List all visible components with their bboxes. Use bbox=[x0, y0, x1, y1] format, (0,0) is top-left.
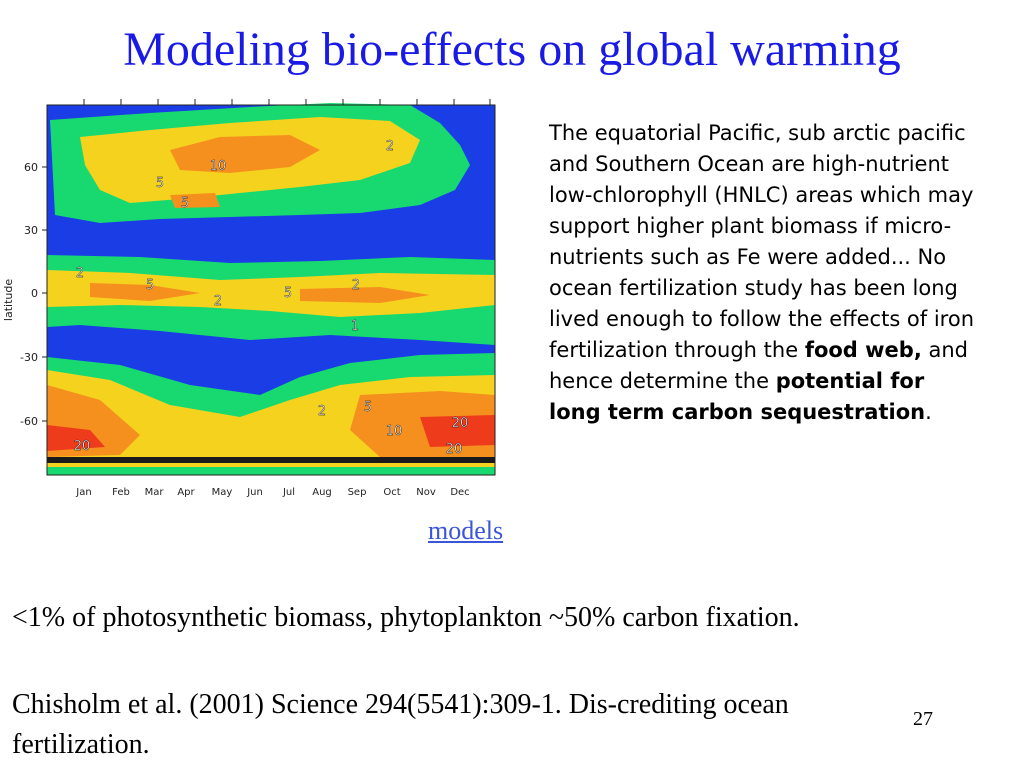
x-tick-label: Jan bbox=[75, 487, 91, 498]
x-tick-label: Mar bbox=[145, 487, 165, 498]
y-axis: 60 30 0 -30 -60 bbox=[20, 161, 47, 428]
models-link[interactable]: models bbox=[428, 516, 504, 545]
contour-label: 5 bbox=[181, 196, 189, 211]
contour-label: 1 bbox=[351, 319, 359, 334]
y-tick-label: -30 bbox=[20, 351, 38, 364]
x-tick-label: Nov bbox=[416, 487, 436, 498]
x-axis: Jan Feb Mar Apr May Jun Jul Aug Sep Oct … bbox=[75, 487, 469, 498]
x-tick-label: Sep bbox=[348, 487, 367, 498]
contour-label: 20 bbox=[452, 416, 469, 431]
contour-label: 5 bbox=[146, 278, 154, 293]
chlorophyll-contour-figure: 60 30 0 -30 -60 latitude Jan Feb Mar Apr… bbox=[0, 95, 500, 505]
description-part: and hence determine the bbox=[549, 338, 968, 393]
contour-south-red bbox=[47, 425, 105, 451]
x-tick-label: Dec bbox=[450, 487, 469, 498]
description-text: The equatorial Pacific, sub arctic pacif… bbox=[549, 118, 979, 428]
x-tick-label: Apr bbox=[177, 487, 195, 498]
contour-south-red-2 bbox=[420, 415, 495, 447]
slide-title: Modeling bio-effects on global warming bbox=[123, 23, 901, 76]
x-tick-label: Feb bbox=[112, 487, 130, 498]
contour-label: 2 bbox=[214, 294, 222, 309]
description-bold-food-web: food web, bbox=[804, 338, 922, 362]
y-axis-label: latitude bbox=[2, 279, 15, 321]
contour-equator-yellow bbox=[47, 270, 495, 317]
contour-label: 2 bbox=[386, 139, 394, 154]
x-tick-label: Oct bbox=[383, 487, 400, 498]
plot-frame bbox=[46, 104, 496, 476]
contour-north-orange-2 bbox=[170, 193, 220, 208]
contour-label: 2 bbox=[318, 404, 326, 419]
x-tick-label: Jun bbox=[246, 487, 263, 498]
y-tick-label: 60 bbox=[24, 161, 38, 174]
contour-label: 20 bbox=[74, 439, 91, 454]
contour-label: 10 bbox=[386, 424, 403, 439]
contour-label: 20 bbox=[446, 442, 463, 457]
y-tick-label: 30 bbox=[24, 224, 38, 237]
x-tick-label: May bbox=[212, 487, 233, 498]
x-tick-label: Jul bbox=[282, 487, 295, 498]
x-tick-label: Aug bbox=[312, 487, 332, 498]
contour-labels: 2 10 5 5 2 5 2 5 2 1 2 5 20 10 20 20 bbox=[74, 139, 469, 457]
contour-label: 2 bbox=[76, 266, 84, 281]
contour-label: 5 bbox=[156, 176, 164, 191]
contour-north-orange-1 bbox=[170, 135, 320, 173]
antarctic-land-band bbox=[47, 457, 495, 463]
bullet-chisholm-citation: Chisholm et al. (2001) Science 294(5541)… bbox=[12, 689, 789, 760]
description-bold-carbon-sequestration: potential for long term carbon sequestra… bbox=[549, 369, 926, 424]
contour-plot: 60 30 0 -30 -60 latitude Jan Feb Mar Apr… bbox=[2, 99, 496, 498]
contour-label: 2 bbox=[352, 278, 360, 293]
bullet-photosynthetic-biomass: <1% of photosynthetic biomass, phytoplan… bbox=[12, 602, 800, 633]
contour-label: 10 bbox=[210, 159, 227, 174]
page-number: 27 bbox=[913, 708, 933, 730]
contour-equator-orange bbox=[90, 283, 200, 301]
contour-equator-orange-2 bbox=[300, 287, 430, 303]
contour-label: 5 bbox=[284, 286, 292, 301]
y-tick-label: -60 bbox=[20, 415, 38, 428]
y-tick-label: 0 bbox=[31, 287, 38, 300]
description-part: The equatorial Pacific, sub arctic pacif… bbox=[549, 121, 975, 362]
top-ticks bbox=[83, 99, 491, 105]
contour-label: 5 bbox=[364, 400, 372, 415]
description-part: . bbox=[925, 400, 932, 424]
